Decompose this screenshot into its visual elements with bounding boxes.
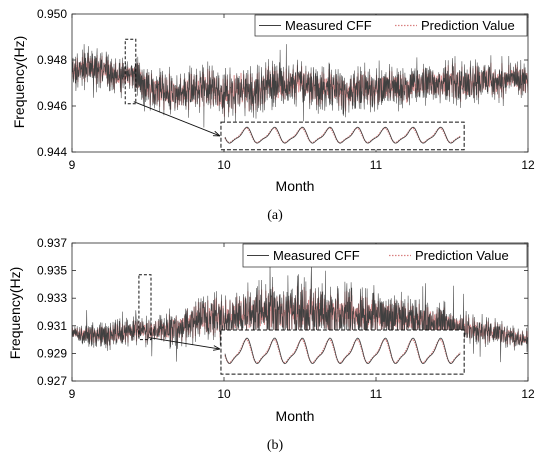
x-tick-label: 11 xyxy=(370,158,383,172)
axes-frame-b xyxy=(71,242,529,382)
zoom-window-a xyxy=(124,38,137,105)
y-tick-label: 0.935 xyxy=(37,264,67,278)
caption-b: (b) xyxy=(267,438,284,453)
zoom-window-b xyxy=(138,274,152,341)
y-axis-label-b: Frequency(Hz) xyxy=(7,267,23,360)
inset-traces-b xyxy=(224,337,461,365)
y-tick-label: 0.944 xyxy=(37,145,67,159)
zoom-inset-a xyxy=(220,121,465,151)
legend-a: Measured CFF Prediction Value xyxy=(254,14,528,37)
x-tick-label: 9 xyxy=(69,158,76,172)
y-tick-label: 0.933 xyxy=(37,291,67,305)
y-tick-label: 0.946 xyxy=(37,99,67,113)
axes-b: 9 10 11 12 0.927 0.929 0.931 0.933 0.935 0.937 Mea… xyxy=(37,236,535,401)
zoom-arrow-b xyxy=(148,337,221,350)
axes-frame-a xyxy=(71,13,529,153)
panel-b: 9 10 11 12 0.927 0.929 0.931 0.933 0.935 0.937 Mea… xyxy=(7,236,535,453)
panel-a: 9 10 11 12 0.944 0.946 0.948 0.950 Measured CFF P… xyxy=(11,7,535,223)
series-line-measured-a xyxy=(72,44,528,128)
y-tick-label: 0.937 xyxy=(37,236,67,250)
legend-b: Measured CFF Prediction Value xyxy=(242,243,528,268)
plot-area-a xyxy=(72,44,528,128)
y-tick-label: 0.927 xyxy=(37,374,67,388)
x-tick-label: 10 xyxy=(217,387,231,401)
axes-a: 9 10 11 12 0.944 0.946 0.948 0.950 Measured CFF P… xyxy=(37,7,535,172)
x-tick-label: 11 xyxy=(370,387,383,401)
legend-label: Measured CFF xyxy=(273,248,360,263)
x-axis-label-b: Month xyxy=(276,408,315,424)
legend-box xyxy=(242,243,528,268)
y-tick-label: 0.950 xyxy=(37,7,67,21)
zoom-arrow-head xyxy=(212,130,221,137)
legend-label: Prediction Value xyxy=(415,248,509,263)
inset-traces-a xyxy=(224,126,461,144)
zoom-arrow-head xyxy=(213,345,221,351)
zoom-arrow-a xyxy=(133,101,221,137)
x-tick-label: 10 xyxy=(217,158,231,172)
caption-a: (a) xyxy=(267,208,283,223)
x-tick-label: 12 xyxy=(521,158,535,172)
legend-label: Prediction Value xyxy=(421,18,515,33)
y-tick-label: 0.931 xyxy=(37,319,67,333)
y-tick-label: 0.948 xyxy=(37,53,67,67)
x-tick-label: 9 xyxy=(69,387,76,401)
x-tick-label: 12 xyxy=(521,387,535,401)
inset-line-measured xyxy=(224,126,461,144)
legend-box xyxy=(254,14,528,37)
zoom-inset-b xyxy=(220,329,465,375)
y-tick-label: 0.929 xyxy=(37,346,67,360)
x-axis-label-a: Month xyxy=(276,178,315,194)
series-group-a xyxy=(72,44,528,128)
y-axis-label-a: Frequency(Hz) xyxy=(11,36,27,129)
legend-label: Measured CFF xyxy=(285,18,372,33)
inset-line-measured xyxy=(224,337,461,365)
